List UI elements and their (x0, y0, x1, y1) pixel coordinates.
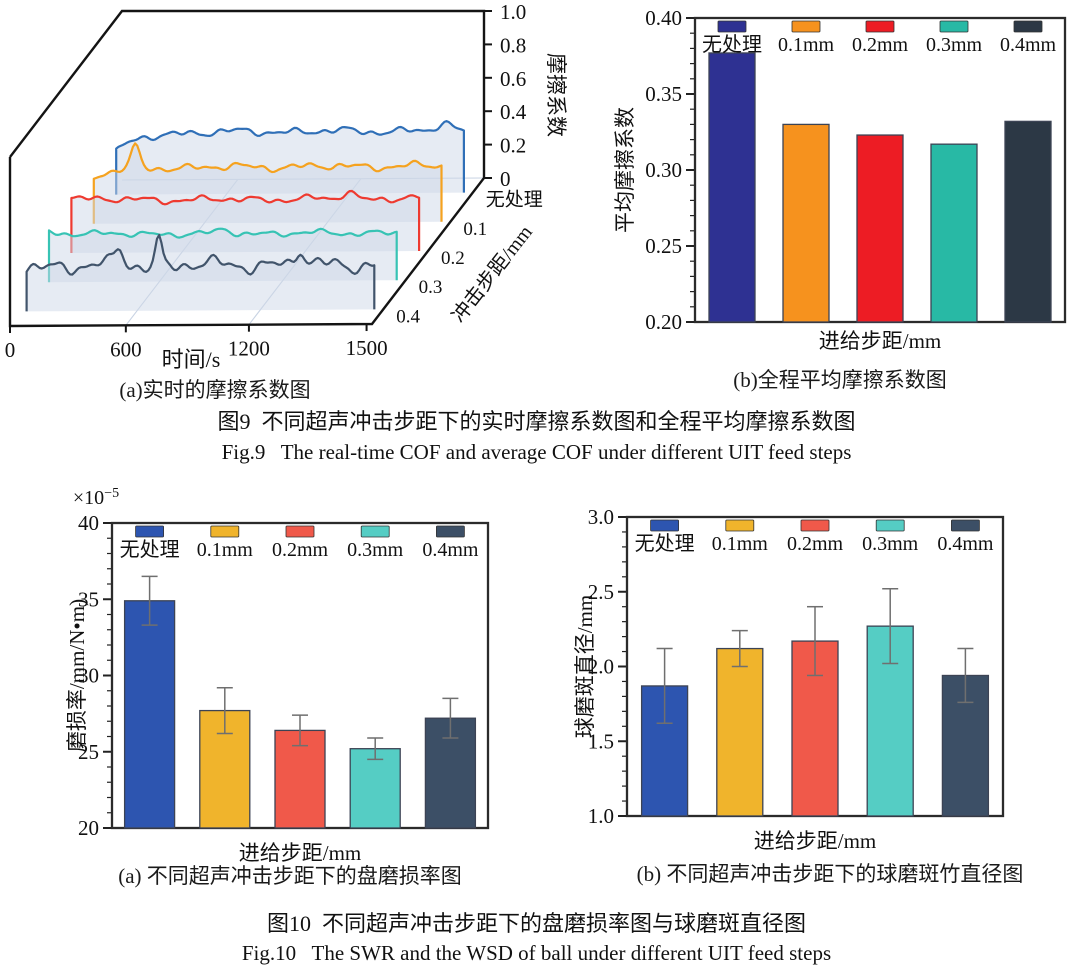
legend-label: 0.3mm (926, 34, 983, 56)
legend-label: 0.3mm (862, 533, 919, 555)
x-tick-label: 1200 (228, 337, 270, 361)
bar-0.2mm (856, 134, 904, 323)
legend-label: 0.1mm (712, 533, 769, 555)
z-axis-label: 摩擦系数 (544, 53, 568, 137)
z-tick-label: 1.0 (500, 0, 526, 24)
legend-label: 0.1mm (197, 539, 254, 561)
legend-swatch-0.4mm (435, 525, 465, 538)
y-tick-label: 30 (78, 664, 99, 688)
fig10-wear-scar-diameter-bar-chart: 1.0 1.5 2.0 2.5 3.0 无处理 0.1mm 0.2mm 0.3mm 0.4mm 球磨… (573, 505, 1005, 853)
y-tick-label: 35 (78, 587, 99, 611)
depth-tick-label: 0.3 (419, 277, 443, 298)
y-tick-label: 25 (78, 740, 99, 764)
fig10-panel-b-caption: (b) 不同超声冲击步距下的球磨斑竹直径图 (636, 862, 1024, 886)
y-axis-label: 平均摩擦系数 (613, 107, 637, 233)
x-axis-label: 进给步距/mm (754, 829, 877, 853)
y-tick-label: 20 (78, 816, 99, 840)
legend-swatch-无处理 (650, 519, 679, 532)
bar-0.1mm (716, 647, 764, 817)
depth-tick-label: 0.2 (441, 248, 465, 269)
y-tick-label: 1.0 (588, 804, 614, 828)
z-tick-label: 0.6 (500, 67, 526, 91)
z-tick-label: 0.2 (500, 134, 526, 158)
fig10-caption-zh: 图10 不同超声冲击步距下的盘磨损率图与球磨斑直径图 (266, 911, 806, 936)
fig9-panel-a-caption: (a)实时的摩擦系数图 (119, 378, 311, 402)
bar-0.3mm (349, 748, 401, 829)
fig9-panel-b-caption: (b)全程平均摩擦系数图 (733, 368, 947, 392)
legend-swatch-0.3mm (939, 20, 969, 33)
fig10-wear-rate-bar-chart: 20 25 30 35 40 无处理 0.1mm 0.2mm 0.3mm 0.4mm 磨损率/mm/… (65, 486, 490, 865)
y-tick-label: 0.40 (645, 6, 682, 30)
x-tick-label: 600 (110, 337, 142, 361)
series-line-无处理 (115, 119, 465, 195)
fig10-caption-en: Fig.10 The SWR and the WSD of ball under… (241, 941, 832, 965)
z-tick-label: 0.8 (500, 33, 526, 57)
y-tick-label: 2.0 (588, 655, 614, 679)
legend-swatch-0.2mm (865, 20, 895, 33)
depth-tick-label: 无处理 (486, 189, 543, 211)
series-line-0.4 (25, 233, 376, 312)
x-axis-label: 进给步距/mm (239, 841, 362, 865)
series-line-0.3 (47, 227, 398, 283)
bar-0.2mm (274, 729, 326, 829)
legend-swatch-0.4mm (1013, 20, 1043, 33)
bar-0.3mm (930, 143, 978, 323)
legend-swatch-无处理 (135, 525, 164, 538)
fig9-average-cof-bar-chart: 0.20 0.25 0.30 0.35 0.40 无处理 0.1mm 0.2mm 0.3mm 0.… (613, 6, 1067, 353)
x-axis-label: 时间/s (162, 347, 221, 372)
y-tick-label: 0.20 (645, 310, 682, 334)
x-tick-label: 0 (5, 338, 16, 362)
y-tick-label: 3.0 (588, 505, 614, 529)
legend-swatch-0.4mm (950, 519, 980, 532)
legend-label: 0.2mm (852, 34, 909, 56)
legend-label: 0.2mm (272, 539, 329, 561)
depth-axis-label: 冲击步距/mm (447, 221, 537, 327)
bar-0.1mm (782, 123, 830, 323)
bar-无处理 (708, 52, 756, 323)
legend-swatch-0.2mm (800, 519, 830, 532)
y-tick-label: 2.5 (588, 580, 614, 604)
legend-swatch-0.1mm (791, 20, 821, 33)
y-tick-label: 1.5 (588, 729, 614, 753)
legend-label: 0.2mm (787, 533, 844, 555)
legend-label: 0.4mm (422, 539, 479, 561)
bar-0.4mm (1004, 120, 1052, 323)
x-tick-label: 1500 (346, 336, 388, 360)
series-line-0.2 (70, 189, 421, 253)
fig10-panel-a-caption: (a) 不同超声冲击步距下的盘磨损率图 (118, 864, 462, 888)
legend-label: 无处理 (635, 532, 695, 555)
legend-label: 无处理 (120, 538, 180, 561)
legend-label: 0.4mm (1000, 34, 1057, 56)
legend-swatch-0.2mm (285, 525, 315, 538)
depth-tick-label: 0.4 (396, 306, 420, 327)
scale-note: ×10−5 (73, 486, 119, 509)
y-tick-label: 0.25 (645, 234, 682, 258)
series-line-0.1 (92, 142, 443, 224)
y-tick-label: 0.30 (645, 158, 682, 182)
depth-tick-label: 0.1 (463, 219, 487, 240)
legend-label: 无处理 (702, 33, 762, 56)
z-tick-label: 0 (500, 167, 511, 191)
legend-label: 0.1mm (778, 34, 835, 56)
y-axis-label: 球磨斑直径/mm (573, 595, 597, 739)
fig9-realtime-cof-3d-chart: 0 0.2 0.4 0.6 0.8 1.0 摩擦系数 0 600 1200 1500 时间/s 无处理 0… (5, 0, 568, 372)
x-axis-label: 进给步距/mm (819, 329, 942, 353)
fig9-caption-en: Fig.9 The real-time COF and average COF … (221, 440, 852, 464)
legend-label: 0.3mm (347, 539, 404, 561)
legend-swatch-0.3mm (360, 525, 390, 538)
legend-swatch-0.1mm (210, 525, 240, 538)
fig9-caption-zh: 图9 不同超声冲击步距下的实时摩擦系数图和全程平均摩擦系数图 (217, 409, 856, 434)
z-tick-label: 0.4 (500, 100, 527, 124)
legend-swatch-0.3mm (875, 519, 905, 532)
bar-无处理 (123, 600, 176, 829)
legend-swatch-0.1mm (725, 519, 755, 532)
y-axis-label: 磨损率/mm/N•m) (65, 599, 89, 752)
y-tick-label: 0.35 (645, 82, 682, 106)
legend-label: 0.4mm (937, 533, 994, 555)
legend-swatch-无处理 (717, 20, 747, 33)
y-tick-label: 40 (78, 511, 99, 535)
